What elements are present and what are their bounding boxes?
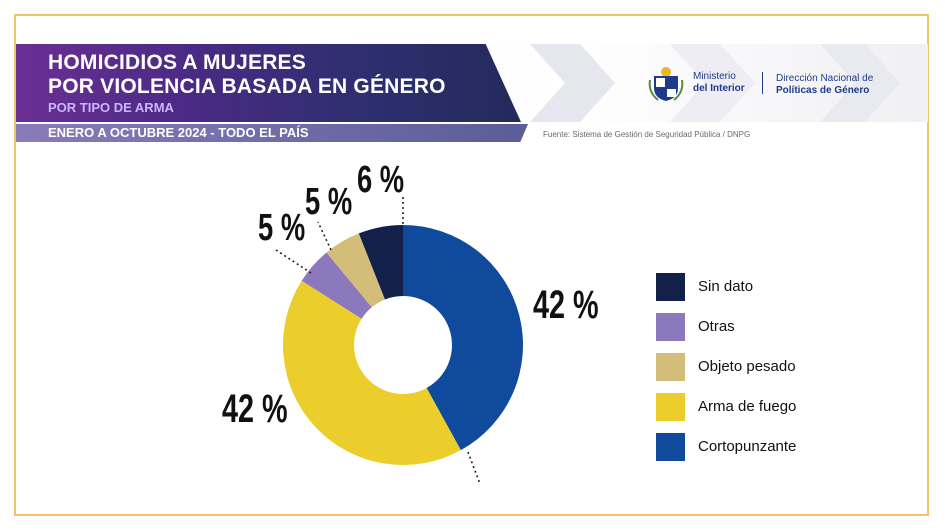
uruguay-coat-of-arms-icon <box>648 67 684 101</box>
ministry-line-1: Ministerio <box>693 71 736 82</box>
data-label-otras: 5 % <box>258 207 305 249</box>
legend-label: Otras <box>698 318 735 335</box>
slice-otras <box>301 252 372 319</box>
direction-logo-text: Dirección Nacional de Políticas de Géner… <box>776 73 873 97</box>
data-label-arma-de-fuego: 42 % <box>222 386 288 431</box>
legend-item-cortopunzante: Cortopunzante <box>656 433 876 461</box>
legend-swatch <box>656 433 685 461</box>
direction-line-1: Dirección Nacional de <box>776 73 874 84</box>
page-subtitle: POR TIPO DE ARMA <box>48 100 174 115</box>
logo-divider <box>762 72 763 94</box>
legend-swatch <box>656 313 685 341</box>
ministry-logo-text: Ministerio del Interior <box>693 71 745 95</box>
source-note: Fuente: Sistema de Gestión de Seguridad … <box>543 130 751 139</box>
slice-arma-de-fuego <box>283 280 461 465</box>
direction-line-2: Políticas de Género <box>776 85 870 96</box>
legend-swatch <box>656 393 685 421</box>
legend-swatch <box>656 353 685 381</box>
legend-label: Objeto pesado <box>698 358 796 375</box>
legend-item-arma-de-fuego: Arma de fuego <box>656 393 876 421</box>
legend-label: Arma de fuego <box>698 398 797 415</box>
data-label-objeto-pesado: 5 % <box>305 181 352 223</box>
legend-item-sin-dato: Sin dato <box>656 273 876 301</box>
page-title-line-1: HOMICIDIOS A MUJERES <box>48 51 306 74</box>
page-title-line-2: POR VIOLENCIA BASADA EN GÉNERO <box>48 75 446 98</box>
leader-line-cortopunzante <box>467 451 481 485</box>
page-frame <box>14 14 929 516</box>
legend-label: Cortopunzante <box>698 438 797 455</box>
leader-line-objeto-pesado <box>317 221 332 251</box>
legend-item-otras: Otras <box>656 313 876 341</box>
slice-objeto-pesado <box>326 233 385 308</box>
slice-cortopunzante <box>403 225 523 451</box>
data-label-cortopunzante: 42 % <box>533 282 599 327</box>
leader-line-otras <box>275 249 312 274</box>
title-block <box>16 44 521 122</box>
header-chevron-decoration <box>530 44 900 122</box>
legend-item-objeto-pesado: Objeto pesado <box>656 353 876 381</box>
data-label-sin-dato: 6 % <box>357 159 404 201</box>
legend-swatch <box>656 273 685 301</box>
ministry-line-2: del Interior <box>693 83 745 94</box>
date-range: ENERO A OCTUBRE 2024 - TODO EL PAÍS <box>48 125 309 140</box>
date-band <box>16 124 528 142</box>
slice-sin-dato <box>358 225 403 300</box>
legend-label: Sin dato <box>698 278 754 295</box>
